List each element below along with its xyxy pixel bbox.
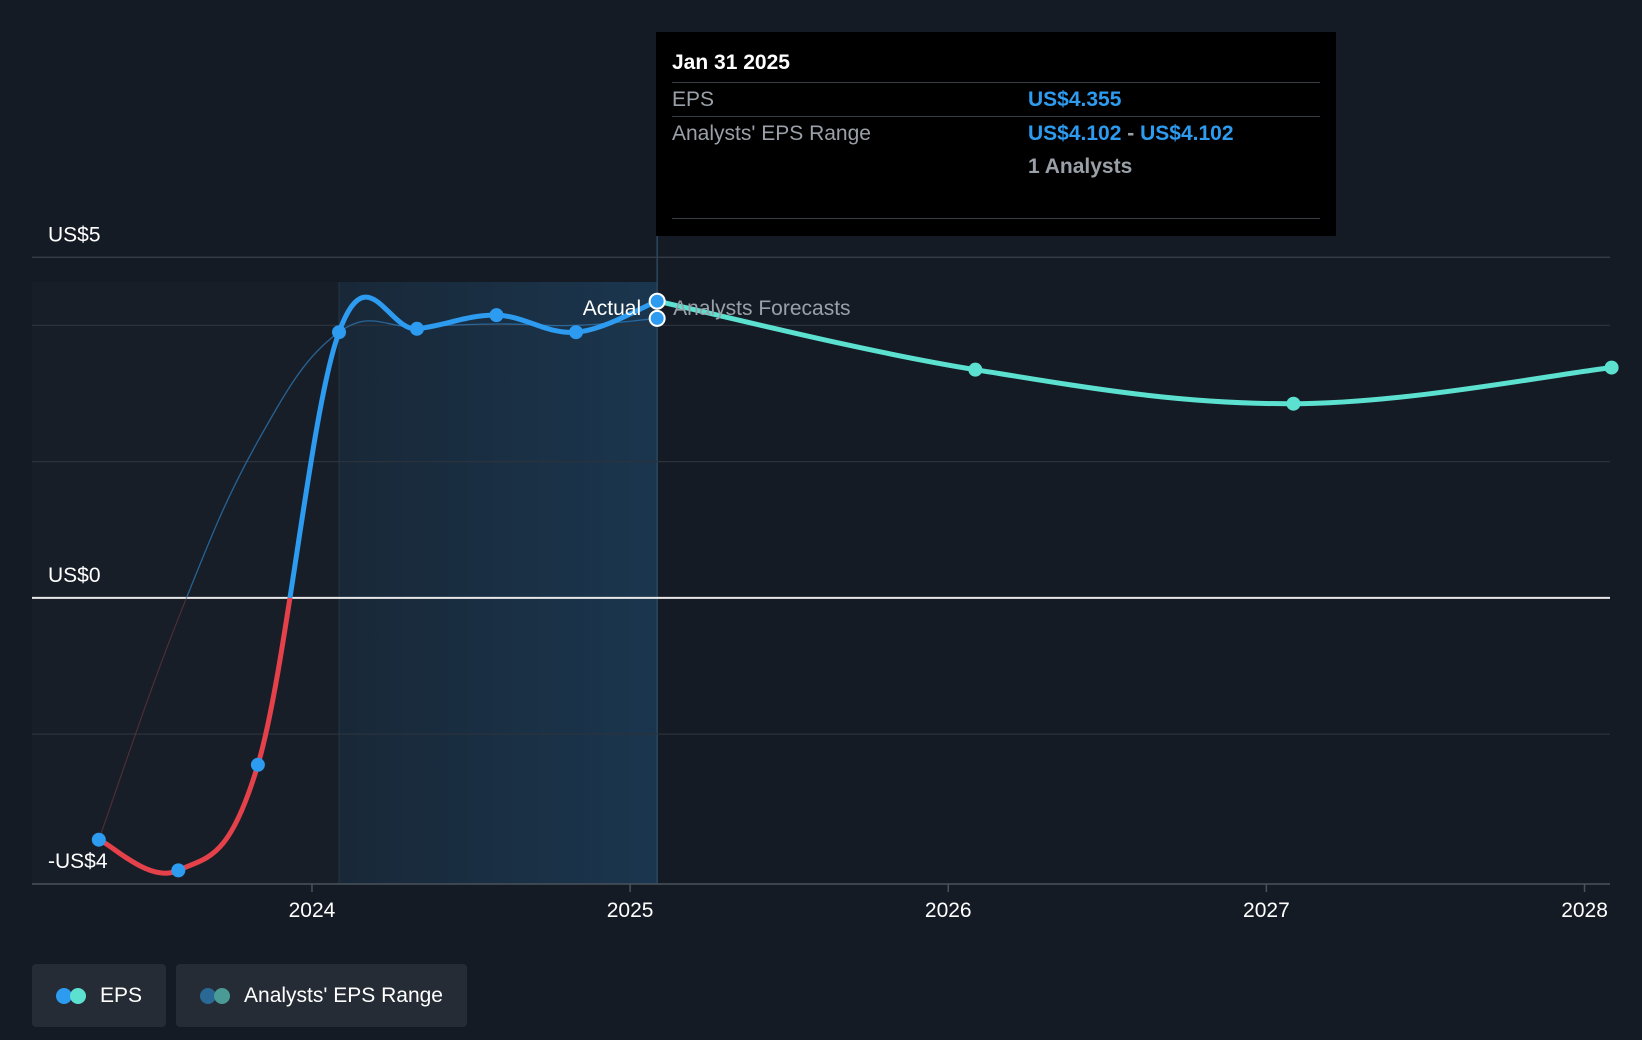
tooltip-range-value: US$4.102 - US$4.102	[1028, 122, 1234, 146]
eps-actual-point	[91, 832, 106, 847]
tooltip: Jan 31 2025 EPS US$4.355 Analysts' EPS R…	[656, 32, 1336, 236]
eps-actual-point	[409, 321, 424, 336]
x-tick-label: 2025	[607, 899, 654, 922]
eps-forecast-line	[654, 298, 1615, 407]
eps-actual-point	[569, 325, 584, 340]
legend-eps-label: EPS	[100, 983, 143, 1007]
range-history-line-negative	[98, 597, 188, 840]
forecast-label: Analysts Forecasts	[673, 297, 850, 320]
legend-range-dot-forecast	[214, 987, 231, 1004]
legend-eps-button[interactable]: EPS	[32, 964, 167, 1027]
eps-actual-point	[250, 757, 265, 772]
y-tick-label: US$0	[48, 564, 101, 587]
tooltip-range-row: Analysts' EPS Range US$4.102 - US$4.102	[672, 116, 1320, 150]
x-tick-label: 2024	[289, 899, 336, 922]
tooltip-eps-value: US$4.355	[1028, 87, 1122, 111]
legend-eps-dot-actual	[56, 987, 72, 1004]
tooltip-date: Jan 31 2025	[672, 51, 790, 74]
x-tick-label: 2028	[1561, 899, 1608, 922]
legend-range-dot-actual	[200, 987, 217, 1004]
tooltip-range-sep: -	[1127, 121, 1135, 145]
eps-actual-point	[489, 308, 504, 323]
y-tick-label: US$5	[48, 223, 101, 246]
actual-label: Actual	[583, 297, 641, 320]
eps-forecast-point	[1604, 360, 1619, 375]
tooltip-eps-row: EPS US$4.355	[672, 82, 1320, 116]
tooltip-range-label: Analysts' EPS Range	[672, 121, 871, 145]
tooltip-range-low: US$4.102	[1028, 121, 1122, 145]
legend-range-label: Analysts' EPS Range	[244, 983, 443, 1007]
x-tick-label: 2026	[925, 899, 972, 922]
eps-highlight-point	[648, 292, 666, 310]
tooltip-analysts-row: 1 Analysts	[672, 150, 1320, 183]
legend-eps-dot-forecast	[70, 987, 86, 1004]
legend-range-swatch	[200, 987, 231, 1004]
tooltip-eps-label: EPS	[672, 87, 715, 111]
shaded-period	[339, 282, 658, 884]
tooltip-analysts-count: 1 Analysts	[1028, 154, 1133, 178]
x-tick-label: 2027	[1243, 899, 1290, 922]
tooltip-range-high: US$4.102	[1140, 121, 1234, 145]
range-highlight-point	[648, 309, 666, 327]
tooltip-divider	[672, 218, 1320, 219]
eps-forecast-point	[1286, 396, 1301, 411]
y-tick-label: -US$4	[48, 850, 108, 873]
eps-actual-line-negative	[96, 597, 293, 876]
legend: EPS Analysts' EPS Range	[32, 964, 467, 1027]
legend-eps-swatch	[56, 987, 86, 1004]
legend-range-button[interactable]: Analysts' EPS Range	[176, 964, 467, 1027]
eps-actual-point	[332, 325, 347, 340]
eps-actual-point	[171, 863, 186, 878]
eps-forecast-point	[968, 362, 983, 377]
